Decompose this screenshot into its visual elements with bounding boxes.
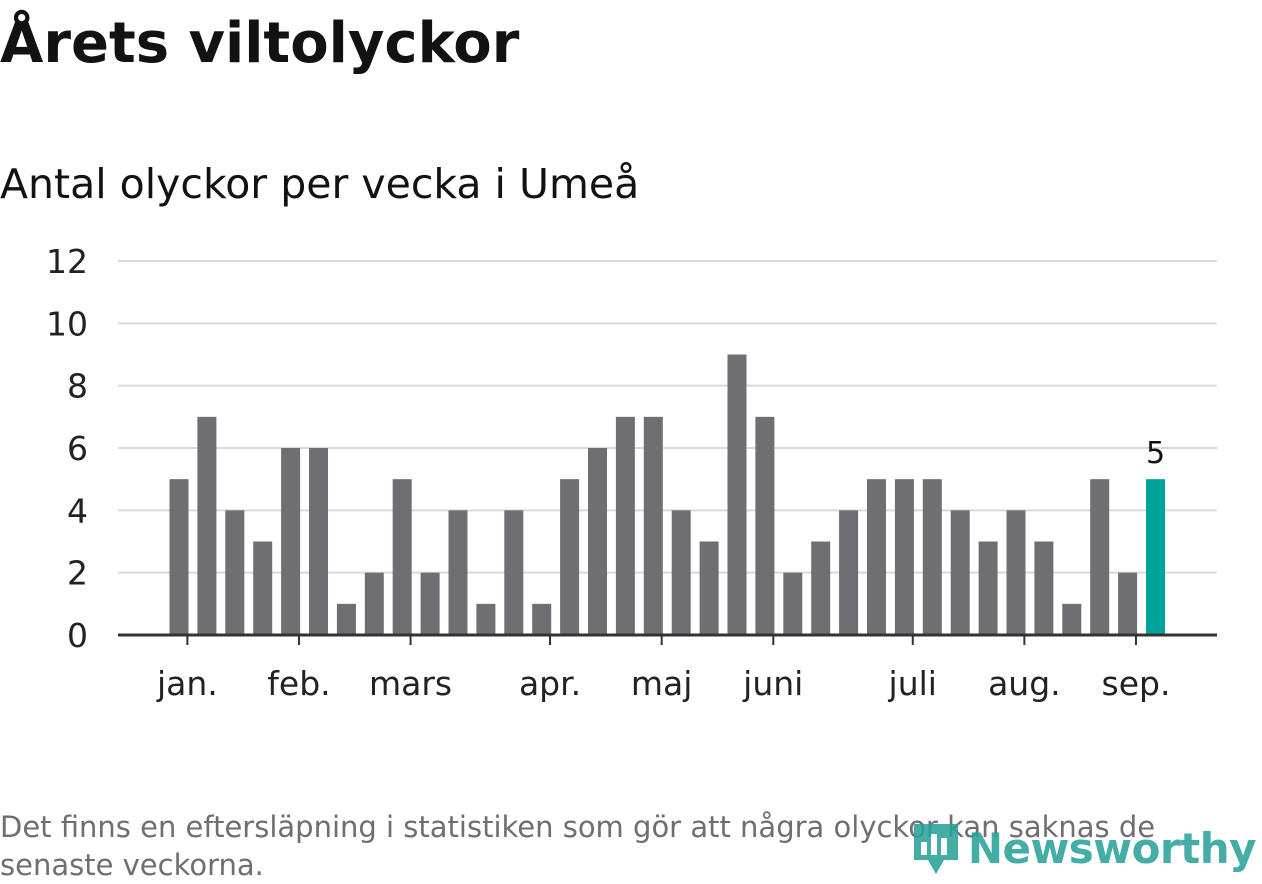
bar-chart: 0 2 4 6 8 10 12 jan. feb. mars apr. maj juni juli aug… <box>46 242 1217 703</box>
x-tick-label: juni <box>742 664 803 703</box>
bar-chart-pin-icon <box>913 824 958 874</box>
y-tick-label: 6 <box>67 429 88 468</box>
x-tick-label: apr. <box>519 664 581 703</box>
y-axis-labels: 0 2 4 6 8 10 12 <box>46 242 88 655</box>
bar <box>867 479 886 635</box>
x-axis-labels: jan. feb. mars apr. maj juni juli aug. sep. <box>156 664 1170 703</box>
newsworthy-logo: Newsworthy <box>912 817 1257 879</box>
x-tick-label: feb. <box>267 664 330 703</box>
x-tick-label: juli <box>888 664 937 703</box>
bar <box>755 416 775 635</box>
footnote: Det finns en eftersläpning i statistiken… <box>0 810 1156 882</box>
y-tick-label: 12 <box>46 242 88 281</box>
bar <box>727 354 747 635</box>
bar <box>671 510 691 635</box>
bar <box>922 479 942 635</box>
bar <box>476 603 496 635</box>
bar <box>1006 510 1026 635</box>
y-tick-label: 10 <box>46 304 88 343</box>
bar <box>1118 572 1138 635</box>
bar <box>699 541 719 635</box>
data-label: 5 <box>1146 436 1165 471</box>
bar <box>392 479 412 635</box>
y-tick-label: 8 <box>67 367 88 406</box>
x-tick-label: aug. <box>988 664 1061 703</box>
x-tick-label: mars <box>369 664 452 703</box>
bar <box>197 416 217 635</box>
x-tick-label: jan. <box>156 664 218 703</box>
bar <box>169 479 189 635</box>
bar <box>364 572 384 635</box>
bar <box>839 510 859 635</box>
bar-highlight <box>1146 479 1165 635</box>
bar <box>615 416 635 635</box>
gridlines <box>118 260 1217 574</box>
bar <box>588 448 607 635</box>
data-labels: 5 <box>1146 436 1165 471</box>
bar <box>978 541 998 635</box>
bar <box>504 510 524 635</box>
x-tick-label: sep. <box>1102 664 1171 703</box>
bar <box>811 541 831 635</box>
bar <box>281 448 301 635</box>
bar <box>253 541 273 635</box>
bar <box>1062 603 1082 635</box>
bar <box>336 603 356 635</box>
bar <box>448 510 468 635</box>
bar <box>420 572 440 635</box>
bar <box>532 603 552 635</box>
bar <box>643 416 663 635</box>
bar <box>950 510 970 635</box>
logo-text: Newsworthy <box>967 823 1257 873</box>
y-tick-label: 2 <box>67 554 88 593</box>
bar <box>309 448 328 635</box>
bar <box>225 510 245 635</box>
bars <box>169 354 1165 635</box>
y-tick-label: 0 <box>67 616 88 655</box>
bar <box>894 479 914 635</box>
y-tick-label: 4 <box>67 491 88 530</box>
bar <box>1090 479 1110 635</box>
chart-title: Årets viltolyckor <box>0 11 520 76</box>
bar <box>1034 541 1054 635</box>
chart-subtitle: Antal olyckor per vecka i Umeå <box>0 160 640 208</box>
bar <box>560 479 580 635</box>
bar <box>783 572 803 635</box>
x-tick-label: maj <box>631 664 693 703</box>
x-axis <box>118 633 1217 645</box>
